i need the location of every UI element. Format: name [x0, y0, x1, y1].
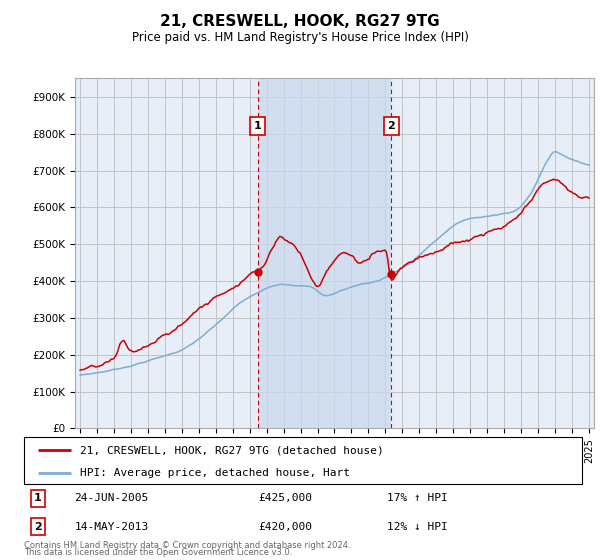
Text: £420,000: £420,000 — [259, 521, 313, 531]
Text: 21, CRESWELL, HOOK, RG27 9TG: 21, CRESWELL, HOOK, RG27 9TG — [160, 14, 440, 29]
Text: 1: 1 — [254, 122, 262, 131]
Text: 1: 1 — [34, 493, 42, 503]
Text: This data is licensed under the Open Government Licence v3.0.: This data is licensed under the Open Gov… — [24, 548, 292, 557]
Text: HPI: Average price, detached house, Hart: HPI: Average price, detached house, Hart — [80, 468, 350, 478]
FancyBboxPatch shape — [24, 437, 582, 484]
Text: 17% ↑ HPI: 17% ↑ HPI — [387, 493, 448, 503]
Text: 24-JUN-2005: 24-JUN-2005 — [74, 493, 148, 503]
Bar — [257, 78, 391, 428]
Text: 12% ↓ HPI: 12% ↓ HPI — [387, 521, 448, 531]
Text: 2: 2 — [34, 521, 42, 531]
Text: 2: 2 — [388, 122, 395, 131]
Text: Price paid vs. HM Land Registry's House Price Index (HPI): Price paid vs. HM Land Registry's House … — [131, 31, 469, 44]
Text: Contains HM Land Registry data © Crown copyright and database right 2024.: Contains HM Land Registry data © Crown c… — [24, 541, 350, 550]
Text: 21, CRESWELL, HOOK, RG27 9TG (detached house): 21, CRESWELL, HOOK, RG27 9TG (detached h… — [80, 445, 383, 455]
Text: 14-MAY-2013: 14-MAY-2013 — [74, 521, 148, 531]
Text: £425,000: £425,000 — [259, 493, 313, 503]
